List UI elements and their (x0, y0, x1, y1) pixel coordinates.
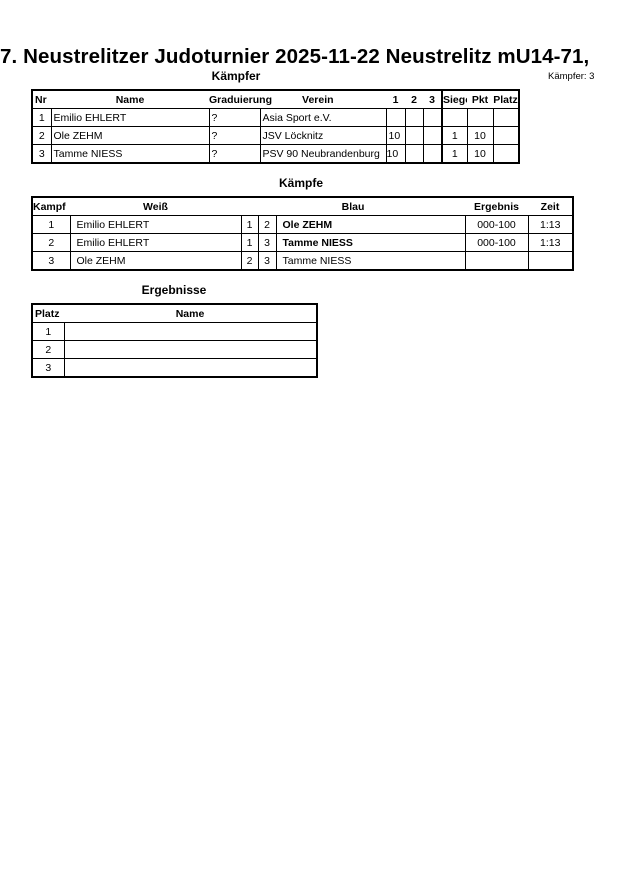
points (466, 108, 494, 127)
result-row: 1 (31, 322, 318, 341)
header-row: Platz Name (32, 304, 317, 323)
place (492, 108, 520, 127)
time: 1:13 (527, 233, 574, 252)
score-3 (422, 144, 443, 164)
white-nr: 1 (240, 215, 259, 234)
col-zeit: Zeit (528, 197, 573, 216)
blue-fighter: Tamme NIESS (275, 251, 466, 271)
fighters-heading: Kämpfer (211, 69, 261, 83)
col-platz: Platz (32, 304, 64, 323)
score-3 (422, 108, 443, 127)
wins (441, 108, 468, 127)
header-row: Nr Name Graduierung Verein 1 2 3 Siege Pk… (32, 90, 520, 109)
blue-fighter: Tamme NIESS (275, 233, 466, 252)
result-row: 2 (31, 340, 318, 359)
fight-row: 3 Ole ZEHM 2 3 Tamme NIESS (31, 251, 574, 271)
name (63, 340, 318, 359)
place (492, 144, 520, 164)
name (63, 358, 318, 378)
points: 10 (466, 126, 494, 145)
col-platz: Platz (493, 90, 520, 109)
fighter-row: 1 Emilio EHLERT? Asia Sport e.V. (31, 108, 520, 127)
col-name: Name (51, 90, 209, 109)
name: Ole ZEHM (50, 126, 210, 145)
fight-row: 1 Emilio EHLERT 1 2 Ole ZEHM 000-100 1:13 (31, 215, 574, 234)
results-heading: Ergebnisse (141, 283, 207, 297)
blue-nr: 3 (257, 251, 277, 271)
header-row: Kampf Weiß Blau Ergebnis Zeit (32, 197, 573, 216)
result (464, 251, 529, 271)
score-2 (404, 108, 424, 127)
points: 10 (466, 144, 494, 164)
fighter-row: 3 Tamme NIESS? PSV 90 Neubrandenburg 10 1 10 (31, 144, 520, 164)
wins: 1 (441, 144, 468, 164)
white-fighter: Ole ZEHM (69, 251, 242, 271)
col-grad: Graduierung (209, 93, 273, 106)
fights-heading: Kämpfe (278, 176, 324, 190)
white-fighter: Emilio EHLERT (69, 215, 242, 234)
time (527, 251, 574, 271)
score-1: 10 (385, 144, 406, 164)
wins: 1 (441, 126, 468, 145)
time: 1:13 (527, 215, 574, 234)
name (63, 322, 318, 341)
col-weiss: Weiß (70, 197, 241, 216)
fighter-count: Kämpfer: 3 (548, 71, 595, 82)
name: Emilio EHLERT (50, 108, 210, 127)
page-title: 7. Neustrelitzer Judoturnier 2025-11-22 … (0, 45, 590, 68)
col-blau: Blau (241, 197, 465, 216)
col-1: 1 (386, 90, 406, 109)
score-1 (385, 108, 406, 127)
grad: ? (208, 126, 261, 145)
score-2 (404, 126, 424, 145)
place: 3 (31, 358, 65, 378)
col-nr: Nr (32, 90, 51, 109)
col-siege: Siege (441, 90, 468, 109)
white-fighter: Emilio EHLERT (69, 233, 242, 252)
col-grad-verein: Graduierung Verein (209, 90, 387, 109)
nr: 3 (31, 144, 52, 164)
club: JSV Löcknitz (259, 126, 387, 145)
name: Tamme NIESS (50, 144, 210, 164)
fight-no: 2 (31, 233, 71, 252)
fight-row: 2 Emilio EHLERT 1 3 Tamme NIESS 000-100 1:13 (31, 233, 574, 252)
place (492, 126, 520, 145)
col-3: 3 (423, 90, 443, 109)
result: 000-100 (464, 215, 529, 234)
white-nr: 2 (240, 251, 259, 271)
blue-nr: 2 (257, 215, 277, 234)
grad: ? (208, 144, 261, 164)
fighter-row: 2 Ole ZEHM? JSV Löcknitz 10 1 10 (31, 126, 520, 145)
place: 1 (31, 322, 65, 341)
grad: ? (208, 108, 261, 127)
fighters-table: Nr Name Graduierung Verein 1 2 3 Siege Pk… (31, 89, 521, 164)
col-2: 2 (405, 90, 424, 109)
nr: 2 (31, 126, 52, 145)
fight-no: 1 (31, 215, 71, 234)
white-nr: 1 (240, 233, 259, 252)
col-ergebnis: Ergebnis (465, 197, 528, 216)
club: Asia Sport e.V. (259, 108, 387, 127)
place: 2 (31, 340, 65, 359)
blue-fighter: Ole ZEHM (275, 215, 466, 234)
score-3 (422, 126, 443, 145)
club: PSV 90 Neubrandenburg (259, 144, 387, 164)
fight-no: 3 (31, 251, 71, 271)
col-pkt: Pkt (467, 90, 494, 109)
nr: 1 (31, 108, 52, 127)
score-2 (404, 144, 424, 164)
results-table: Platz Name 1 2 3 (31, 303, 318, 378)
col-name: Name (64, 304, 317, 323)
col-kampf: Kampf (32, 197, 70, 216)
fights-table: Kampf Weiß Blau Ergebnis Zeit 1 Emilio EH… (31, 196, 574, 271)
blue-nr: 3 (257, 233, 277, 252)
result-row: 3 (31, 358, 318, 378)
result: 000-100 (464, 233, 529, 252)
score-1: 10 (385, 126, 406, 145)
col-verein: Verein (302, 93, 334, 106)
